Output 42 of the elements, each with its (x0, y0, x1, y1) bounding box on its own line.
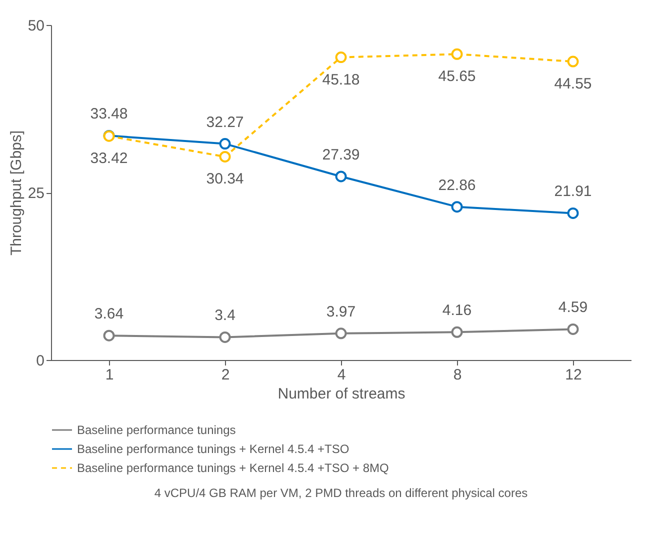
data-label: 22.86 (438, 176, 476, 194)
point (451, 326, 463, 338)
point (567, 324, 579, 335)
point (219, 331, 231, 343)
data-label: 21.91 (554, 183, 592, 200)
data-label: 4.16 (442, 302, 472, 320)
x-tick-label: 8 (453, 366, 462, 384)
point (567, 207, 579, 219)
y-tick-label: 25 (28, 185, 44, 202)
x-tick-label: 4 (337, 366, 346, 384)
data-label: 3.97 (326, 303, 356, 320)
data-label: 4.59 (558, 299, 588, 316)
legend-label: Baseline performance tunings + Kernel 4.5.4 +TSO (77, 442, 350, 456)
x-tick-label: 2 (221, 366, 230, 384)
x-tick-label: 12 (565, 366, 582, 384)
point (451, 201, 463, 213)
text: 4 vCPU/4 GB RAM per VM, 2 PMD threads on different physical cores (154, 486, 528, 500)
legend-label: Baseline performance tunings (77, 423, 236, 437)
data-label: 45.65 (438, 68, 476, 86)
x-tick-label: 1 (105, 366, 114, 384)
point (335, 170, 347, 182)
data-label: 27.39 (322, 146, 360, 164)
data-label: 30.34 (206, 170, 244, 188)
point (335, 52, 347, 64)
y-tick-label: 0 (36, 352, 44, 370)
data-label: 3.4 (214, 307, 236, 324)
legend-label: Baseline performance tunings + Kernel 4.5.4 +TSO + 8MQ (77, 461, 389, 475)
point (451, 48, 463, 60)
y-axis-title: Throughput [Gbps] (8, 130, 25, 256)
data-label: 33.42 (90, 150, 128, 168)
point (567, 56, 579, 68)
x-axis-title: Number of streams (278, 386, 406, 402)
y-tick-label: 50 (28, 18, 44, 34)
point (219, 150, 231, 162)
data-label: 45.18 (322, 71, 360, 88)
data-label: 3.64 (94, 306, 124, 323)
point (219, 138, 231, 150)
point (335, 328, 347, 340)
data-label: 32.27 (206, 114, 244, 131)
data-label: 33.48 (90, 106, 128, 123)
point (103, 330, 115, 342)
data-label: 44.55 (554, 76, 592, 93)
